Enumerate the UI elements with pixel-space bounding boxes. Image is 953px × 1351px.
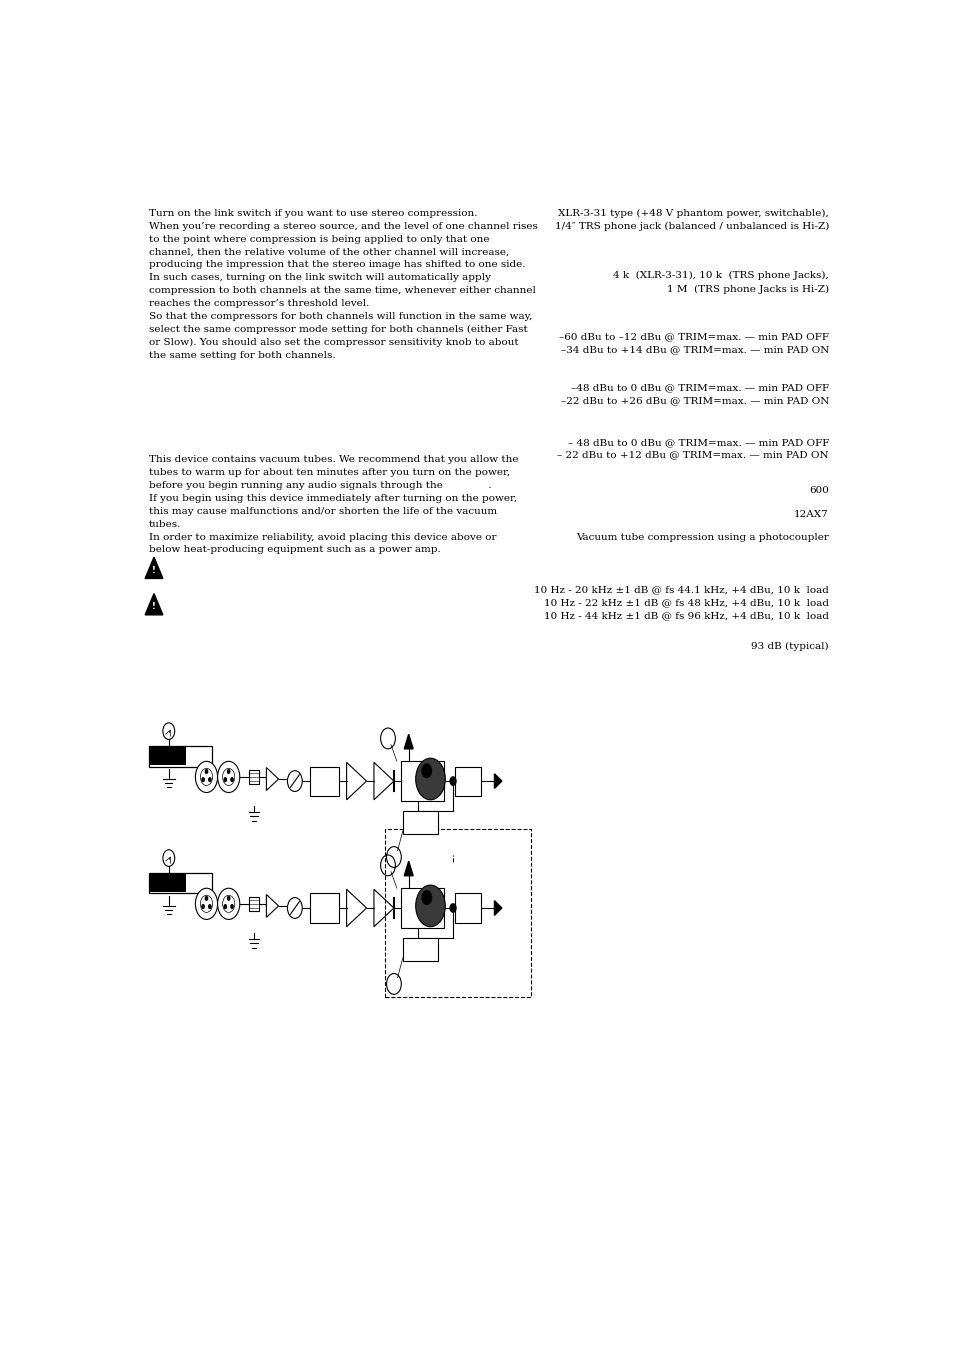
Bar — [310, 766, 339, 796]
Circle shape — [416, 758, 445, 800]
Text: !: ! — [152, 566, 155, 574]
Text: 4 k  (XLR-3-31), 10 k  (TRS phone Jacks),
1 M  (TRS phone Jacks is Hi-Z): 4 k (XLR-3-31), 10 k (TRS phone Jacks), … — [613, 272, 828, 293]
Bar — [401, 888, 444, 928]
Text: –60 dBu to –12 dBu @ TRIM=max. — min PAD OFF
–34 dBu to +14 dBu @ TRIM=max. — mi: –60 dBu to –12 dBu @ TRIM=max. — min PAD… — [558, 332, 828, 354]
Polygon shape — [494, 774, 501, 789]
Bar — [149, 873, 212, 893]
Circle shape — [195, 762, 217, 793]
Circle shape — [227, 896, 231, 901]
Bar — [402, 811, 437, 834]
Bar — [401, 762, 444, 801]
Text: 600: 600 — [808, 485, 828, 494]
Circle shape — [201, 777, 205, 782]
Circle shape — [208, 904, 212, 909]
Circle shape — [201, 904, 205, 909]
Text: Vacuum tube compression using a photocoupler: Vacuum tube compression using a photocou… — [576, 534, 828, 543]
Bar — [454, 766, 480, 796]
Polygon shape — [404, 734, 413, 748]
Bar — [385, 830, 531, 997]
Polygon shape — [145, 593, 163, 615]
Circle shape — [230, 904, 233, 909]
Circle shape — [416, 885, 445, 927]
Text: 93 dB (typical): 93 dB (typical) — [751, 642, 828, 651]
Bar — [249, 770, 258, 784]
Text: 12AX7: 12AX7 — [794, 509, 828, 519]
Circle shape — [205, 896, 208, 901]
Circle shape — [450, 777, 456, 785]
Polygon shape — [404, 861, 413, 875]
Polygon shape — [494, 901, 501, 915]
Circle shape — [227, 769, 231, 774]
Circle shape — [223, 904, 227, 909]
Circle shape — [421, 890, 432, 905]
Circle shape — [287, 897, 302, 919]
Circle shape — [230, 777, 233, 782]
Circle shape — [217, 888, 239, 920]
Bar — [150, 874, 186, 893]
Circle shape — [421, 763, 432, 778]
Bar — [149, 746, 212, 766]
Circle shape — [208, 777, 212, 782]
Text: XLR-3-31 type (+48 V phantom power, switchable),
1/4″ TRS phone jack (balanced /: XLR-3-31 type (+48 V phantom power, swit… — [554, 209, 828, 231]
Circle shape — [205, 769, 208, 774]
Circle shape — [223, 777, 227, 782]
Bar — [454, 893, 480, 923]
Bar — [249, 897, 258, 911]
Circle shape — [217, 762, 239, 793]
Text: – 48 dBu to 0 dBu @ TRIM=max. — min PAD OFF
– 22 dBu to +12 dBu @ TRIM=max. — mi: – 48 dBu to 0 dBu @ TRIM=max. — min PAD … — [557, 438, 828, 459]
Text: –48 dBu to 0 dBu @ TRIM=max. — min PAD OFF
–22 dBu to +26 dBu @ TRIM=max. — min : –48 dBu to 0 dBu @ TRIM=max. — min PAD O… — [560, 384, 828, 405]
Circle shape — [195, 888, 217, 920]
Circle shape — [287, 770, 302, 792]
Bar — [310, 893, 339, 923]
Text: 10 Hz - 20 kHz ±1 dB @ fs 44.1 kHz, +4 dBu, 10 k  load
10 Hz - 22 kHz ±1 dB @ fs: 10 Hz - 20 kHz ±1 dB @ fs 44.1 kHz, +4 d… — [534, 585, 828, 620]
Text: Turn on the link switch if you want to use stereo compression.
When you’re recor: Turn on the link switch if you want to u… — [149, 209, 537, 359]
Text: !: ! — [152, 603, 155, 611]
Circle shape — [450, 904, 456, 912]
Bar — [150, 747, 186, 766]
Polygon shape — [145, 557, 163, 578]
Text: This device contains vacuum tubes. We recommend that you allow the
tubes to warm: This device contains vacuum tubes. We re… — [149, 455, 517, 554]
Bar — [402, 938, 437, 961]
